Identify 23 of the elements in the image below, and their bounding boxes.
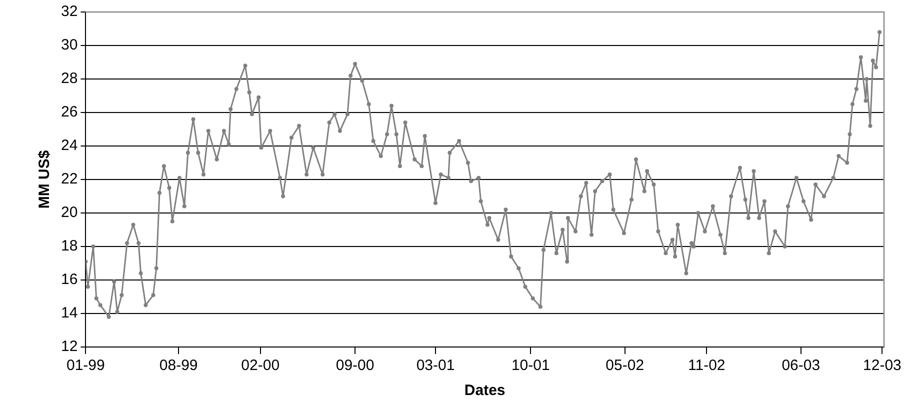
x-tick-label: 05-02 <box>606 357 644 374</box>
y-tick-label: 24 <box>60 137 78 154</box>
x-tick-label: 01-99 <box>66 357 105 374</box>
y-tick-label: 12 <box>60 338 78 356</box>
x-tick-label: 02-00 <box>241 357 280 374</box>
y-tick-label: 16 <box>60 271 78 288</box>
y-tick-label: 22 <box>60 170 78 188</box>
y-axis-title: MM US$ <box>36 150 54 209</box>
x-tick-label: 03-01 <box>416 357 455 374</box>
y-tick-label: 20 <box>60 204 78 222</box>
x-tick-label: 12-03 <box>863 357 902 374</box>
x-tick-label: 08-99 <box>159 357 198 374</box>
y-tick-label: 30 <box>60 36 78 54</box>
y-tick-label: 18 <box>60 238 78 255</box>
x-tick-label: 11-02 <box>688 357 726 374</box>
x-tick-label: 10-01 <box>511 357 550 374</box>
x-tick-label: 09-00 <box>336 357 374 374</box>
x-tick-label: 06-03 <box>782 357 820 374</box>
y-tick-label: 26 <box>60 104 78 121</box>
y-tick-label: 14 <box>60 304 78 322</box>
x-axis-title: Dates <box>464 382 506 400</box>
y-tick-label: 28 <box>60 70 78 88</box>
y-tick-label: 32 <box>60 3 78 20</box>
